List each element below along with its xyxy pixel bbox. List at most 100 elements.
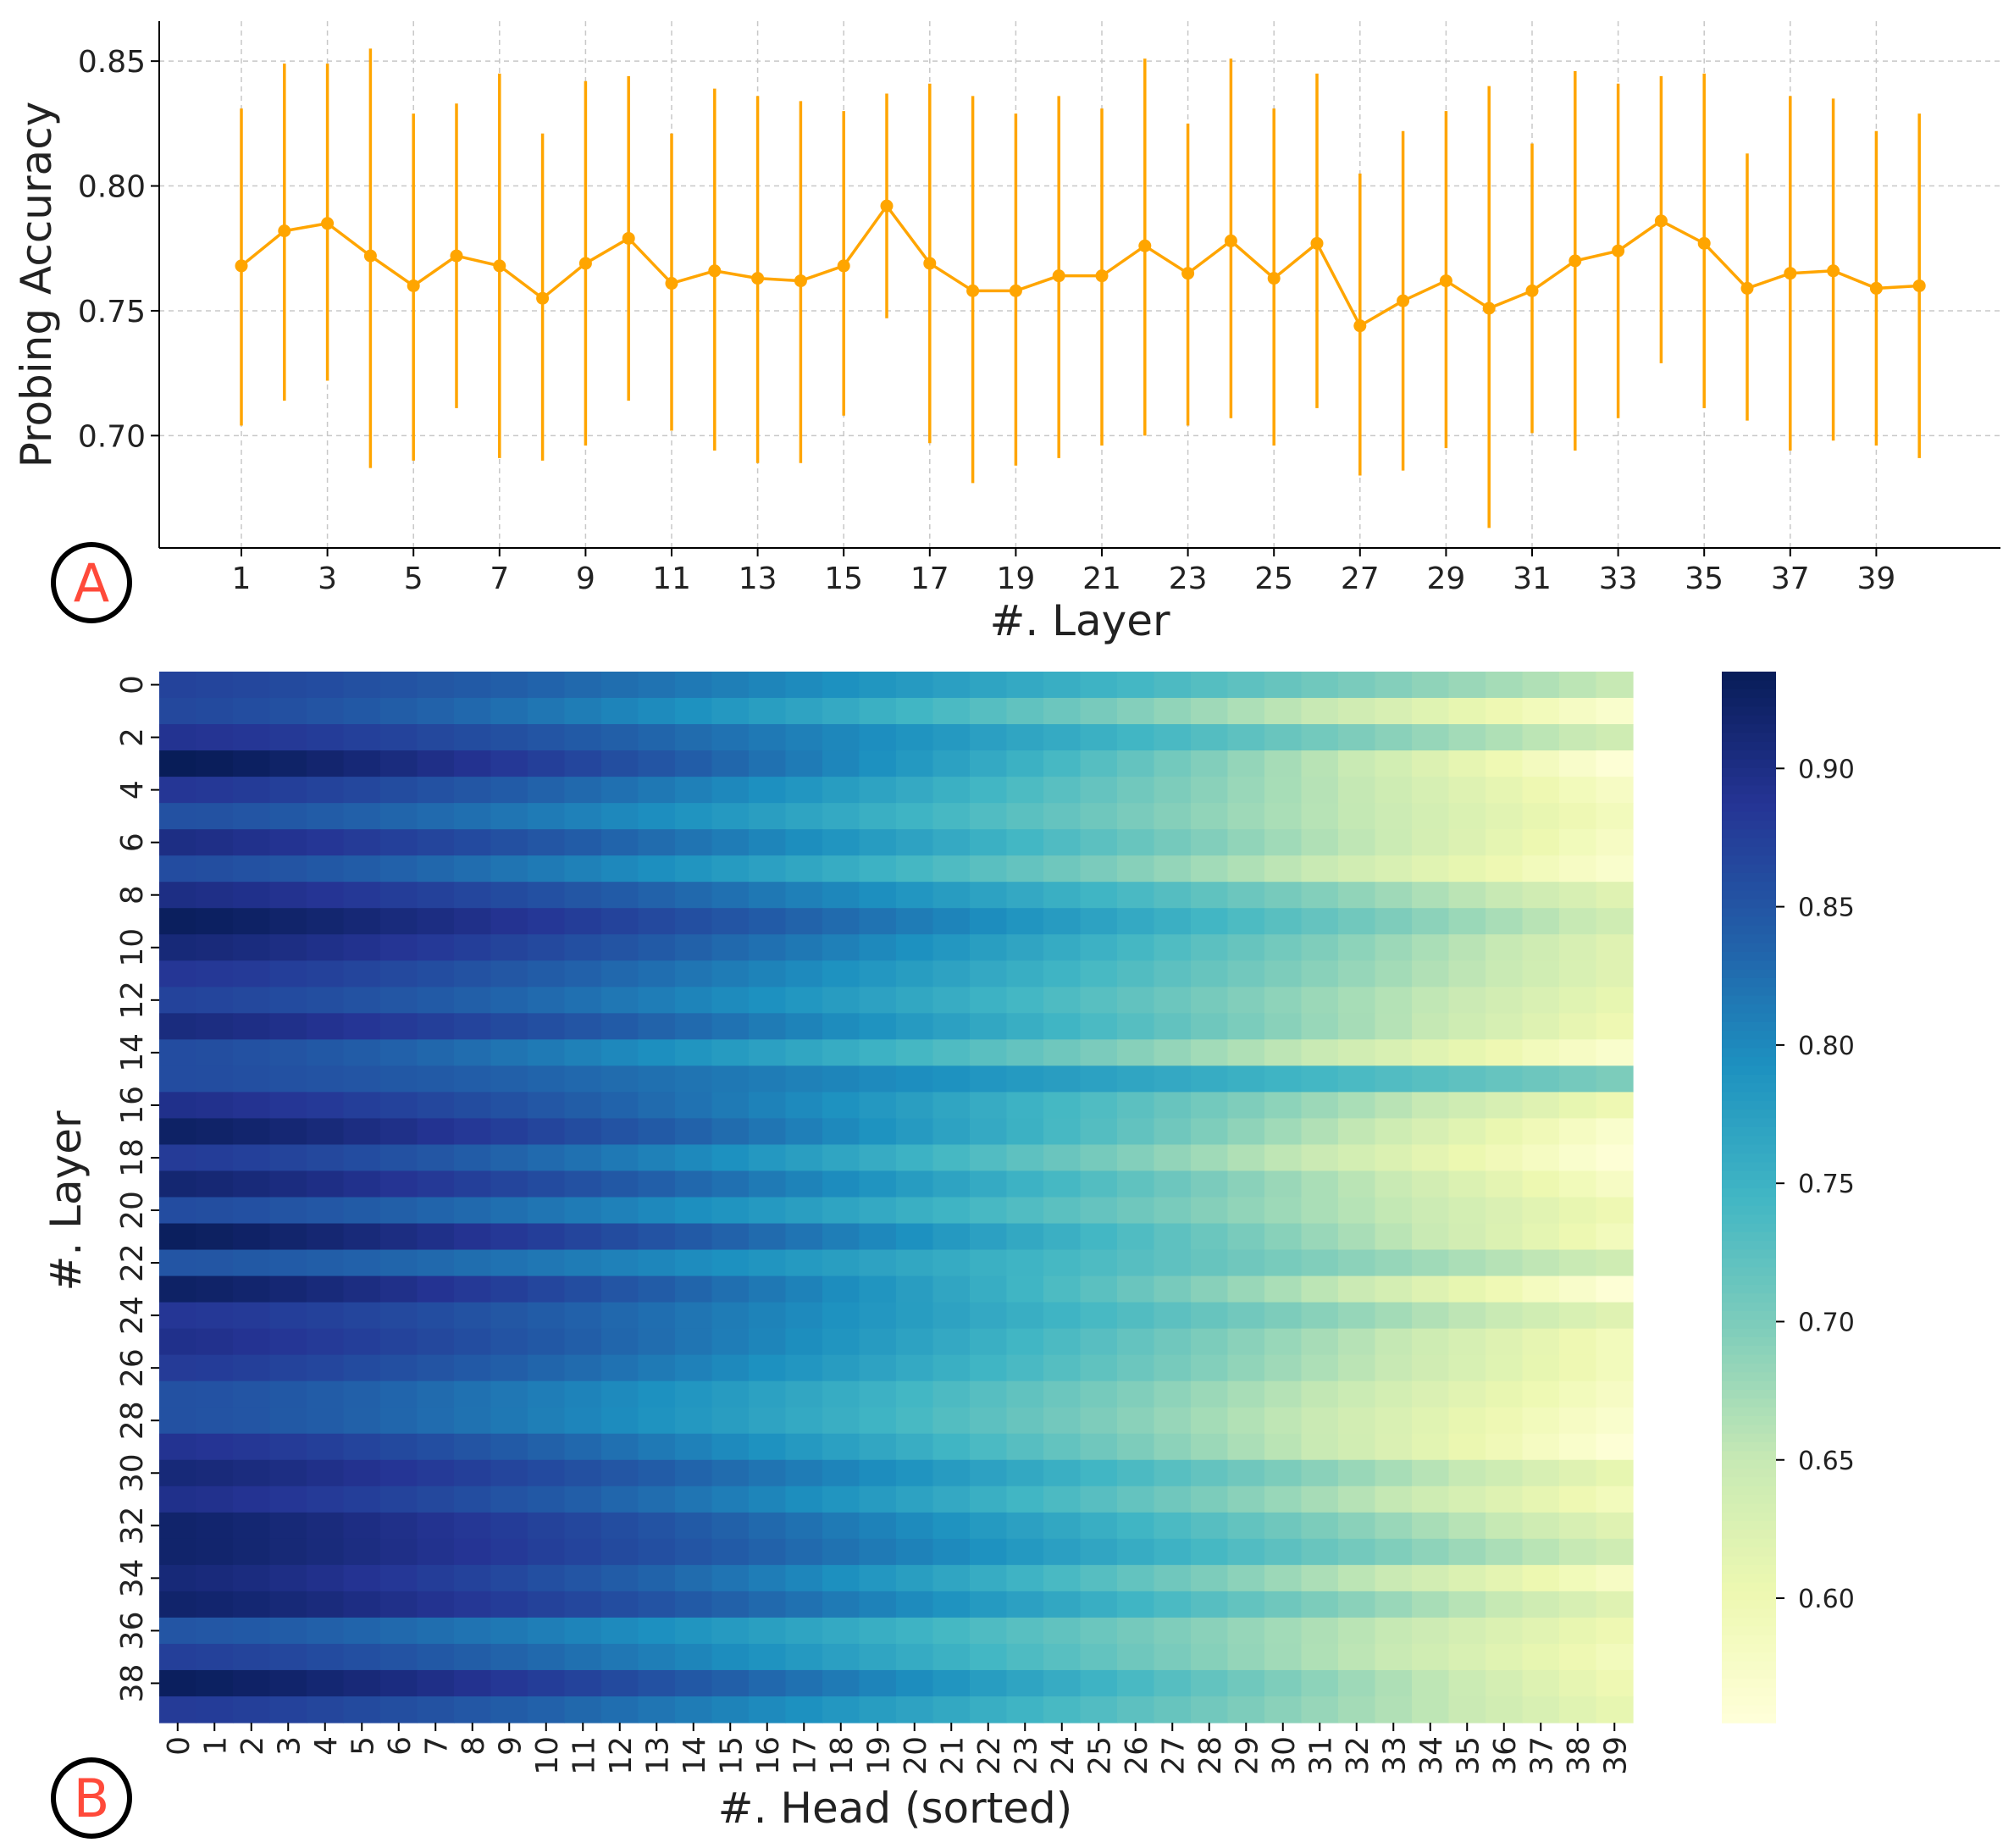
panel-b-x-tick-label: 18 bbox=[825, 1736, 860, 1775]
panel-b-colorbar-segment bbox=[1722, 1416, 1776, 1426]
panel-b-heatmap-cell bbox=[1412, 855, 1450, 883]
panel-b-heatmap-cell bbox=[1080, 1459, 1118, 1487]
panel-b-heatmap-cell bbox=[749, 1302, 787, 1330]
panel-b-heatmap-cell bbox=[417, 1407, 455, 1435]
panel-b-heatmap-cell bbox=[380, 855, 418, 883]
panel-b-heatmap-cell bbox=[380, 1591, 418, 1618]
panel-b-heatmap-cell bbox=[1486, 1249, 1524, 1277]
panel-b-heatmap-cell bbox=[233, 1643, 271, 1671]
panel-b-colorbar-segment bbox=[1722, 882, 1776, 892]
panel-b-heatmap-cell bbox=[1227, 1249, 1265, 1277]
panel-b-heatmap-cell bbox=[1117, 1354, 1155, 1382]
panel-b-heatmap-cell bbox=[711, 1328, 750, 1356]
panel-b-heatmap-cell bbox=[564, 1380, 602, 1408]
panel-b-heatmap-cell bbox=[822, 750, 860, 777]
panel-b-colorbar-segment bbox=[1722, 1039, 1776, 1049]
panel-b-heatmap-cell bbox=[1191, 1197, 1229, 1225]
panel-b-heatmap-cell bbox=[564, 934, 602, 961]
panel-b-colorbar-segment bbox=[1722, 1538, 1776, 1548]
panel-b-heatmap-cell bbox=[675, 960, 713, 988]
panel-b-heatmap-cell bbox=[638, 1223, 676, 1251]
panel-b-heatmap-cell bbox=[1264, 829, 1303, 856]
panel-b-heatmap-cell bbox=[1522, 1197, 1560, 1225]
panel-b-heatmap-cell bbox=[343, 1591, 381, 1618]
panel-b-heatmap-cell bbox=[1301, 934, 1339, 961]
panel-b-heatmap-cell bbox=[1375, 672, 1413, 699]
panel-b-heatmap-cell bbox=[1486, 1065, 1524, 1093]
panel-b-heatmap-cell bbox=[1264, 987, 1303, 1014]
panel-b-heatmap-cell bbox=[196, 987, 234, 1014]
panel-b-colorbar-segment bbox=[1722, 899, 1776, 909]
panel-a-point bbox=[1052, 269, 1065, 283]
panel-b-heatmap-cell bbox=[1227, 1354, 1265, 1382]
panel-b-heatmap-cell bbox=[1006, 1512, 1044, 1540]
panel-b-heatmap-cell bbox=[196, 1643, 234, 1671]
panel-b-heatmap-cell bbox=[1301, 1564, 1339, 1592]
panel-b-heatmap-cell bbox=[785, 855, 823, 883]
panel-b-heatmap-cell bbox=[822, 1407, 860, 1435]
panel-b-heatmap-cell bbox=[196, 934, 234, 961]
panel-b-heatmap-cell bbox=[490, 1564, 528, 1592]
panel-b-heatmap-cell bbox=[417, 908, 455, 935]
panel-b-heatmap-cell bbox=[1375, 698, 1413, 725]
panel-b-heatmap-cell bbox=[601, 882, 639, 909]
panel-a-point bbox=[665, 277, 678, 290]
panel-b-heatmap-cell bbox=[159, 1328, 197, 1356]
panel-b-heatmap-cell bbox=[749, 724, 787, 751]
panel-b-heatmap-cell bbox=[1264, 1591, 1303, 1618]
panel-b-heatmap-cell bbox=[638, 1302, 676, 1330]
panel-b-colorbar-segment bbox=[1722, 1004, 1776, 1015]
panel-b-heatmap-cell bbox=[1448, 1459, 1486, 1487]
panel-b-heatmap-cell bbox=[159, 855, 197, 883]
panel-b-heatmap-cell bbox=[1043, 724, 1082, 751]
panel-b-heatmap-cell bbox=[1301, 1380, 1339, 1408]
panel-b-heatmap-cell bbox=[1338, 1669, 1376, 1697]
panel-b-heatmap-cell bbox=[1043, 1459, 1082, 1487]
panel-b-heatmap-cell bbox=[1596, 1223, 1634, 1251]
panel-b-heatmap-cell bbox=[307, 1249, 345, 1277]
panel-b-heatmap-cell bbox=[1080, 1118, 1118, 1146]
panel-b-heatmap-cell bbox=[822, 1380, 860, 1408]
panel-b-heatmap-cell bbox=[1448, 1275, 1486, 1303]
panel-b-heatmap-cell bbox=[1117, 1591, 1155, 1618]
panel-b-heatmap-cell bbox=[1006, 908, 1044, 935]
panel-b-x-tick-label: 2 bbox=[235, 1736, 270, 1756]
panel-b-heatmap-cell bbox=[1338, 698, 1376, 725]
panel-b-heatmap-cell bbox=[1486, 777, 1524, 804]
panel-b-heatmap-cell bbox=[675, 1092, 713, 1120]
panel-b-heatmap-cell bbox=[196, 1118, 234, 1146]
panel-b-colorbar-segment bbox=[1722, 943, 1776, 953]
panel-a-point bbox=[536, 291, 550, 305]
panel-b-heatmap-cell bbox=[1154, 1564, 1192, 1592]
panel-b-heatmap-cell bbox=[1006, 1669, 1044, 1697]
panel-b-heatmap-cell bbox=[490, 1643, 528, 1671]
panel-b-heatmap-cell bbox=[638, 1669, 676, 1697]
panel-b-heatmap-cell bbox=[1191, 1275, 1229, 1303]
panel-b-heatmap-cell bbox=[1080, 750, 1118, 777]
panel-b-heatmap-cell bbox=[1301, 1433, 1339, 1461]
panel-b-heatmap-cell bbox=[970, 1013, 1008, 1040]
panel-b-heatmap-cell bbox=[859, 1696, 897, 1724]
panel-b-heatmap-cell bbox=[785, 1197, 823, 1225]
panel-b-heatmap-cell bbox=[528, 1591, 566, 1618]
panel-b-heatmap-cell bbox=[454, 1197, 492, 1225]
panel-b-heatmap-cell bbox=[1043, 698, 1082, 725]
panel-b-heatmap-cell bbox=[233, 987, 271, 1014]
panel-b-heatmap-cell bbox=[490, 1302, 528, 1330]
panel-b-heatmap-cell bbox=[1559, 1197, 1597, 1225]
panel-b-heatmap-cell bbox=[307, 1433, 345, 1461]
panel-b-heatmap-cell bbox=[932, 1013, 971, 1040]
panel-b-heatmap-cell bbox=[233, 803, 271, 830]
panel-b-heatmap-cell bbox=[1191, 1223, 1229, 1251]
panel-b-heatmap-cell bbox=[1486, 934, 1524, 961]
panel-b-heatmap-cell bbox=[896, 908, 934, 935]
panel-b-heatmap-cell bbox=[1522, 1092, 1560, 1120]
panel-b-heatmap-cell bbox=[1043, 1564, 1082, 1592]
panel-b-heatmap-cell bbox=[1412, 1512, 1450, 1540]
panel-b-heatmap-cell bbox=[1486, 1118, 1524, 1146]
panel-b-heatmap-cell bbox=[859, 1669, 897, 1697]
panel-b-x-tick-label: 7 bbox=[419, 1736, 454, 1756]
panel-b-heatmap-cell bbox=[859, 1459, 897, 1487]
panel-b-heatmap-cell bbox=[307, 1591, 345, 1618]
